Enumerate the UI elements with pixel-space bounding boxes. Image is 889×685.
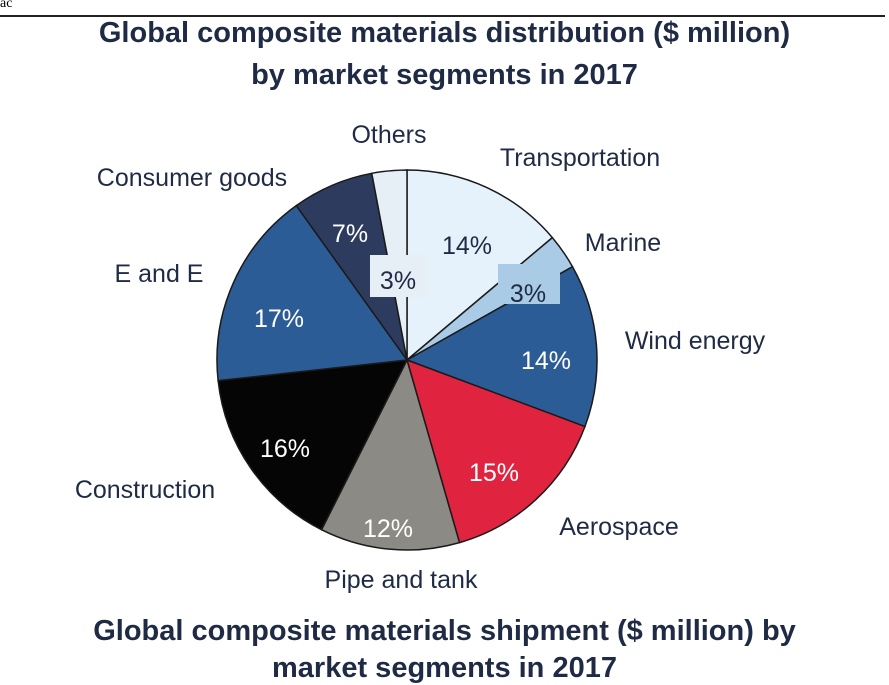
caption-line2: market segments in 2017	[272, 652, 617, 684]
category-label-e-and-e: E and E	[115, 260, 204, 288]
label-box-marine	[498, 264, 560, 304]
category-label-pipe-and-tank: Pipe and tank	[325, 566, 478, 594]
value-label-construction: 16%	[260, 435, 310, 463]
value-label-others: 3%	[380, 267, 416, 295]
pie-slice-wind-energy	[405, 265, 598, 428]
value-label-marine: 3%	[510, 280, 546, 308]
chart-title-line1: Global composite materials distribution …	[98, 17, 791, 49]
category-label-construction: Construction	[75, 476, 215, 504]
category-label-others: Others	[351, 121, 426, 149]
value-label-wind-energy: 14%	[521, 347, 571, 375]
pie-slice-aerospace	[405, 358, 586, 544]
pie-slice-e-and-e	[216, 204, 409, 382]
corner-text: ac	[0, 0, 13, 11]
category-label-consumer-goods: Consumer goods	[97, 164, 287, 192]
pie-slice-pipe-and-tank	[320, 357, 461, 551]
value-label-transportation: 14%	[442, 232, 492, 260]
category-label-wind-energy: Wind energy	[625, 327, 766, 355]
pie-slice-construction	[217, 359, 409, 531]
value-label-e-and-e: 17%	[254, 305, 304, 333]
top-rule	[0, 15, 885, 17]
label-box-others	[370, 255, 428, 297]
value-label-pipe-and-tank: 12%	[363, 515, 413, 543]
caption-line1: Global composite materials shipment ($ m…	[93, 615, 796, 647]
category-label-aerospace: Aerospace	[559, 513, 679, 541]
category-label-transportation: Transportation	[500, 144, 660, 172]
category-label-marine: Marine	[585, 229, 661, 257]
value-label-aerospace: 15%	[469, 459, 519, 487]
value-label-consumer-goods: 7%	[332, 220, 368, 248]
chart-title-line2: by market segments in 2017	[251, 59, 638, 91]
pie-slice-transportation	[406, 169, 554, 362]
